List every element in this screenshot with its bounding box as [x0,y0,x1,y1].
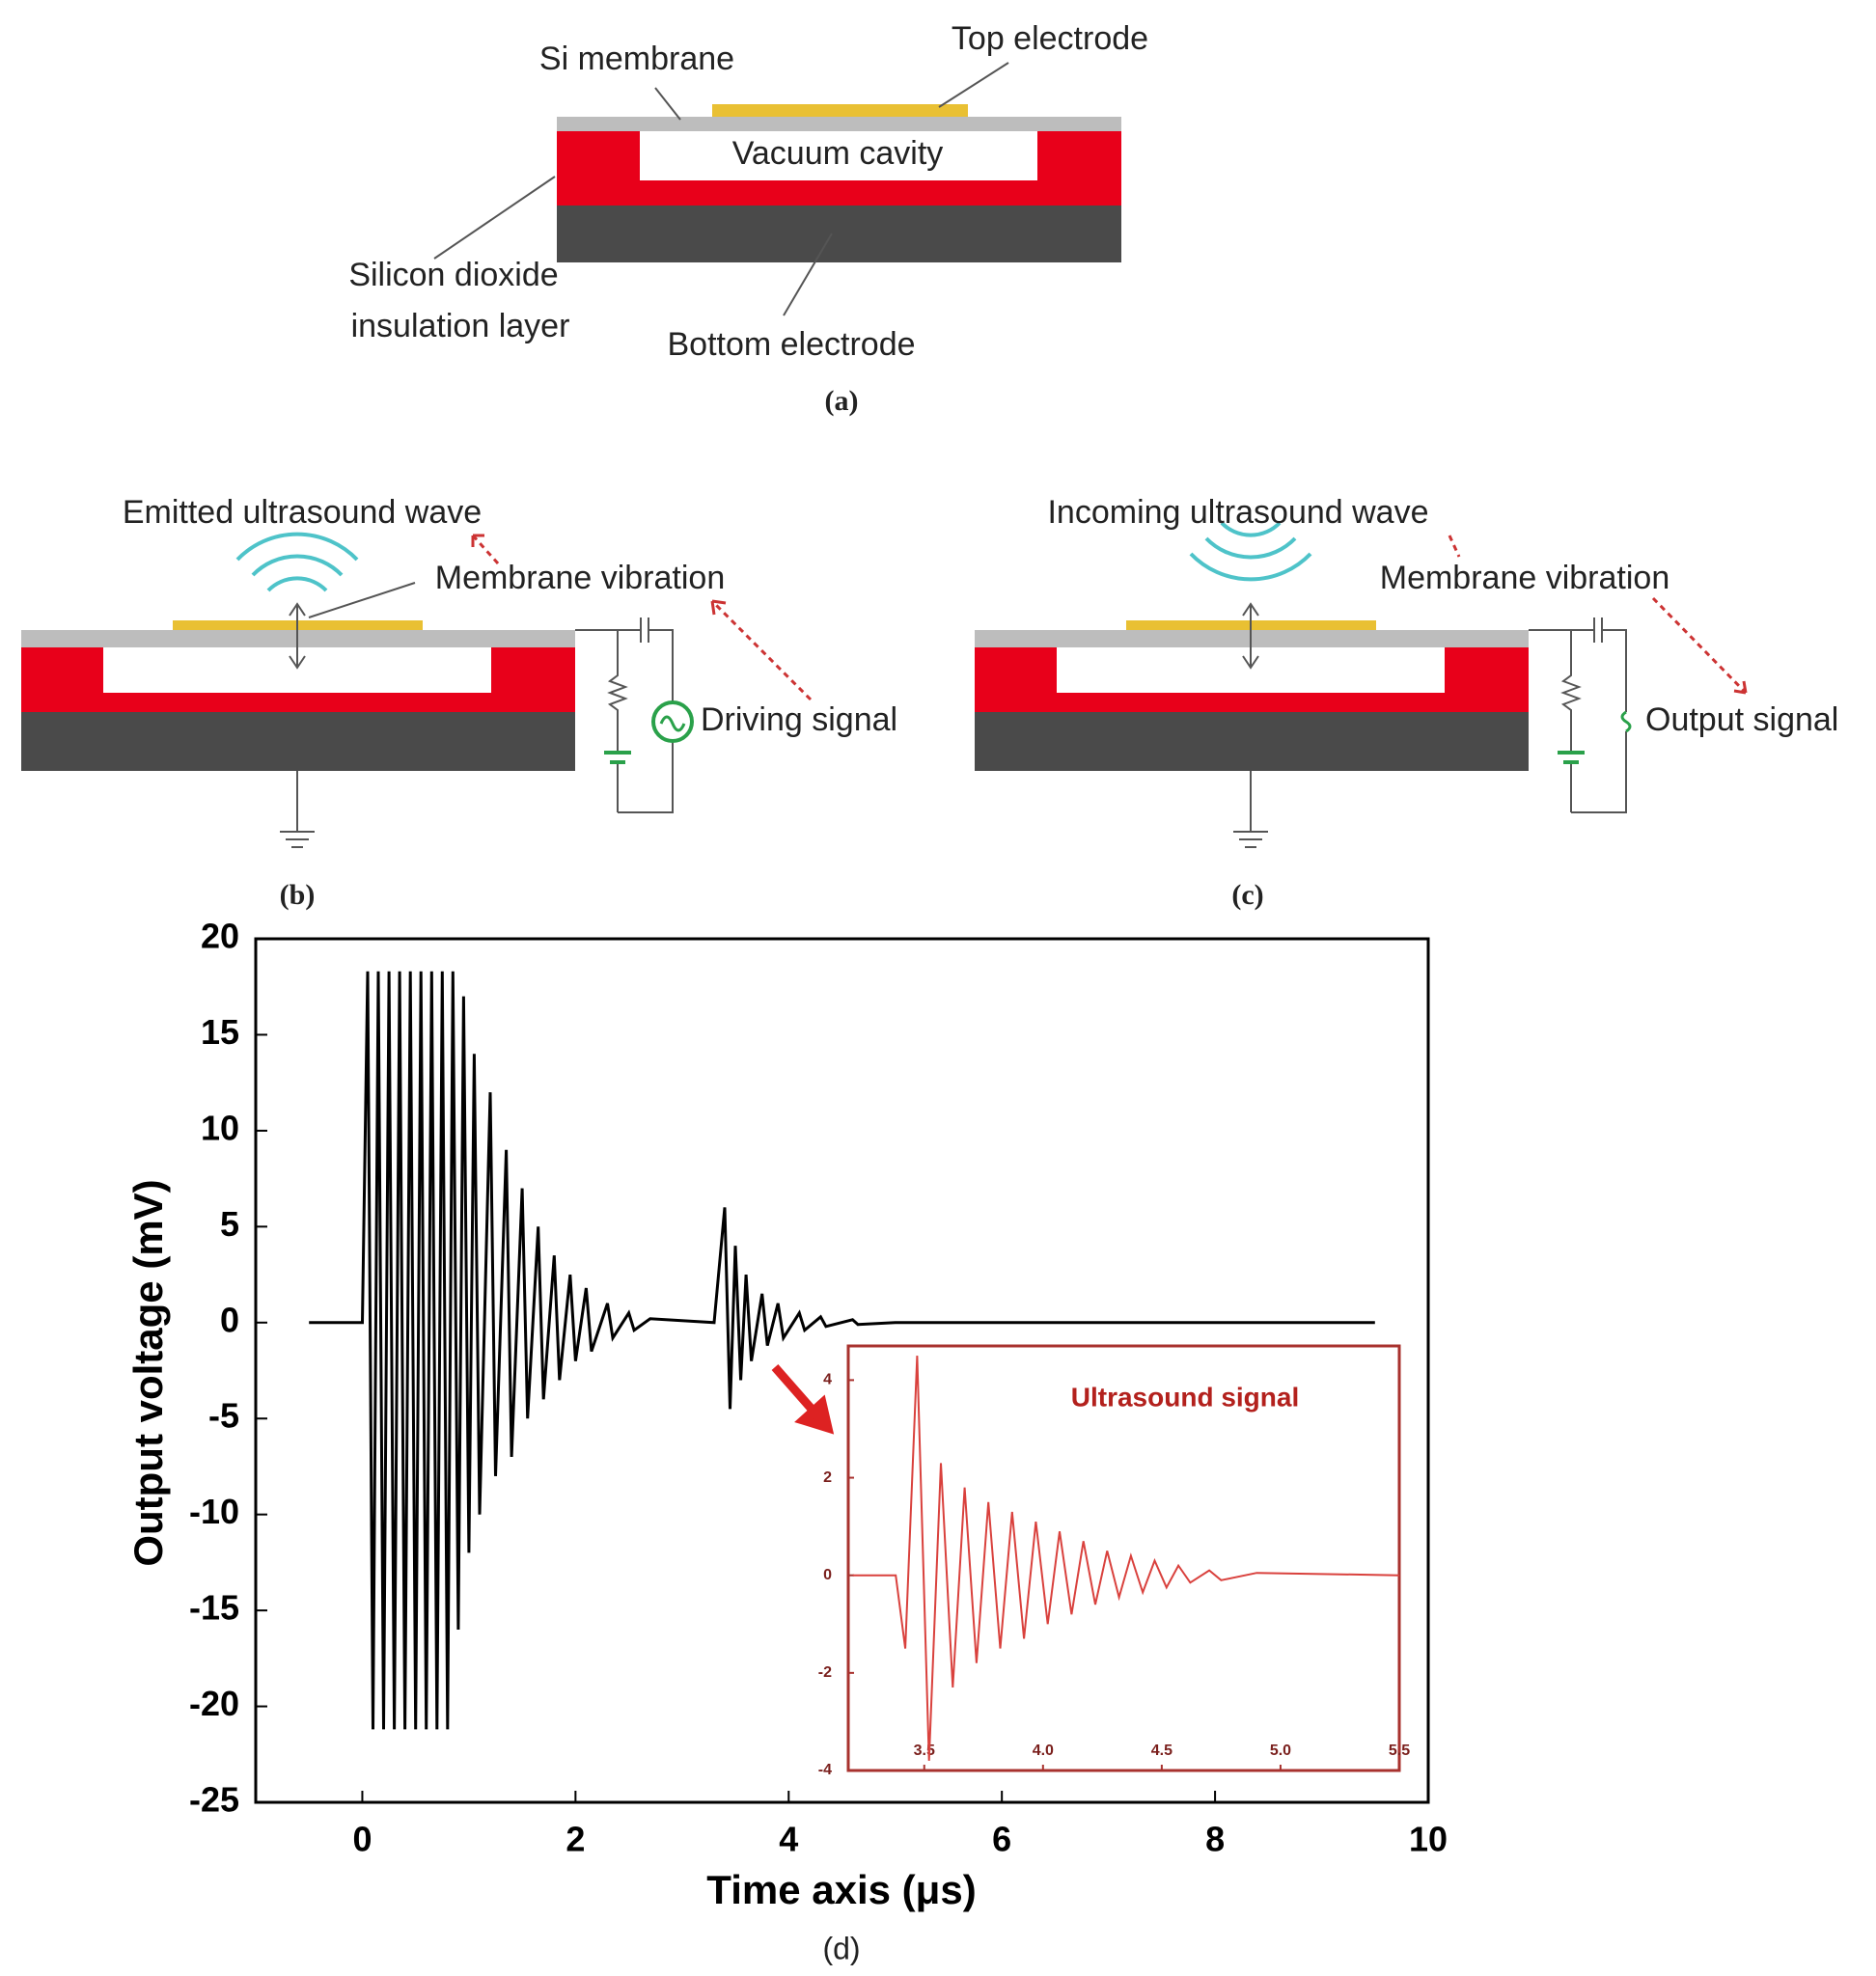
y-tick-label: -20 [189,1684,239,1723]
plot-frame [846,1344,1401,1772]
label: Emitted ultrasound wave [123,494,482,531]
y-tick-label: 4 [823,1372,832,1388]
x-axis-title: Time axis (μs) [706,1867,976,1912]
label: Output signal [1645,701,1838,738]
y-tick-label: 0 [220,1300,239,1339]
x-tick-label: 4 [779,1820,798,1859]
device-b [21,532,813,848]
y-tick-label: -2 [818,1664,832,1681]
y-tick-label: 10 [201,1108,239,1147]
y-tick-label: -4 [818,1762,832,1778]
y-tick-label: 0 [823,1567,832,1583]
y-tick-label: 15 [201,1012,239,1052]
inset-title: Ultrasound signal [1071,1382,1299,1412]
caption: (d) [822,1931,860,1965]
y-tick-label: -25 [189,1780,239,1820]
label: Driving signal [701,701,897,738]
label: Top electrode [952,20,1148,57]
caption: (b) [280,879,316,911]
x-tick-label: 10 [1409,1820,1448,1859]
plot-frame [254,937,1430,1804]
label: Membrane vibration [1380,560,1669,596]
y-axis-title: Output voltage (mV) [125,1179,171,1566]
caption: (c) [1231,879,1263,911]
pointer-arrow [771,1364,835,1435]
label: insulation layer [351,308,570,344]
label: Membrane vibration [435,560,725,596]
device-c [975,521,1748,848]
x-tick-label: 4.5 [1151,1743,1172,1759]
device-a [433,62,1121,316]
data-line [309,971,1375,1730]
data-line [852,1356,1400,1761]
x-tick-label: 5.5 [1389,1743,1410,1759]
x-tick-label: 8 [1205,1820,1225,1859]
y-tick-label: 5 [220,1204,239,1244]
y-tick-label: 2 [823,1469,832,1486]
label: Si membrane [539,41,734,77]
y-tick-label: -10 [189,1492,239,1531]
y-tick-label: -15 [189,1588,239,1628]
label: Silicon dioxide [348,257,558,293]
x-tick-label: 3.5 [914,1743,935,1759]
caption: (a) [825,385,859,417]
y-tick-label: -5 [208,1396,239,1436]
x-tick-label: 6 [992,1820,1011,1859]
x-tick-label: 4.0 [1033,1743,1054,1759]
y-tick-label: 20 [201,917,239,956]
label: Bottom electrode [667,326,915,363]
label: Incoming ultrasound wave [1047,494,1428,531]
x-tick-label: 2 [566,1820,585,1859]
x-tick-label: 5.0 [1270,1743,1291,1759]
x-tick-label: 0 [352,1820,372,1859]
label: Vacuum cavity [732,135,944,172]
